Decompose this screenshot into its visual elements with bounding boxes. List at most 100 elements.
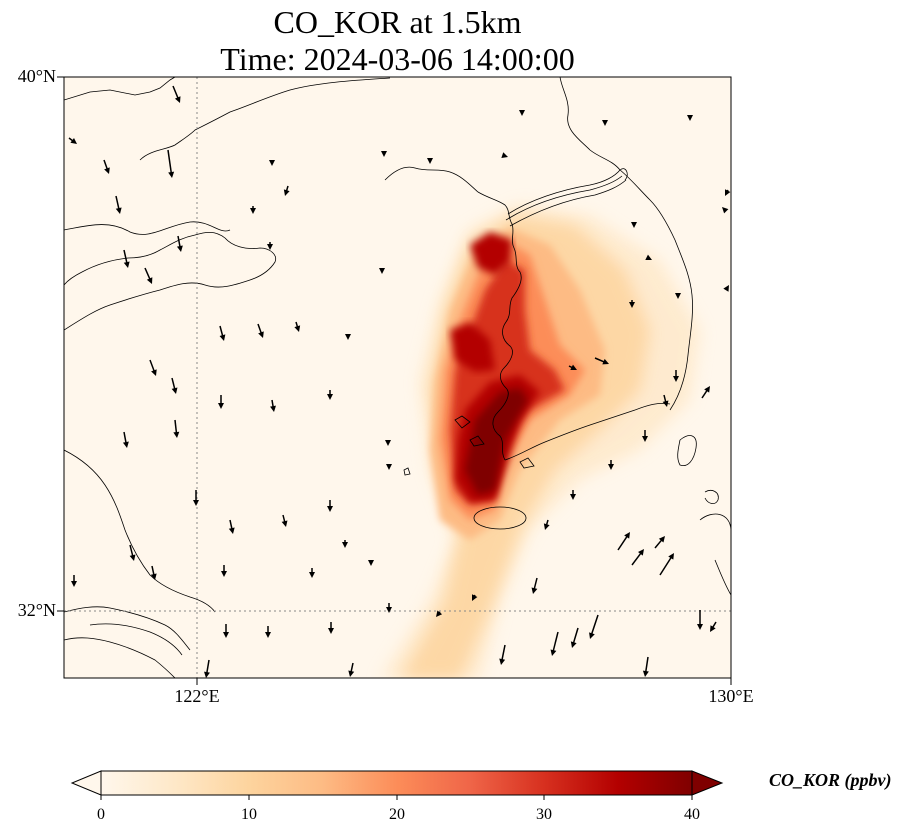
wind-vector-head — [501, 152, 508, 158]
wind-vector-shaft — [659, 555, 673, 576]
wind-vector-head — [221, 571, 227, 577]
wind-vector-head — [675, 293, 681, 299]
wind-vector-head — [193, 500, 199, 506]
wind-vector-head — [602, 120, 608, 126]
map-title-line2: Time: 2024-03-06 14:00:00 — [220, 41, 575, 77]
wind-vector-head — [427, 158, 433, 164]
wind-vector-head — [722, 207, 729, 214]
wind-vector-head — [658, 536, 665, 543]
wind-vector-shaft — [631, 551, 643, 566]
wind-vector-head — [673, 376, 679, 382]
wind-vector-head — [218, 403, 224, 409]
wind-vector-head — [129, 554, 136, 561]
wind-vector-head — [123, 261, 130, 268]
wind-vector-head — [71, 581, 77, 587]
wind-vector-head — [662, 400, 669, 407]
colorbar-tick-40: 40 — [684, 806, 700, 823]
wind-vector-shaft — [644, 656, 649, 674]
wind-vector-head — [283, 189, 290, 196]
colorbar-bar — [100, 770, 693, 796]
wind-vector-head — [104, 167, 110, 174]
wind-vector-head — [642, 436, 648, 442]
wind-vector-head — [386, 607, 392, 613]
map-title-line1: CO_KOR at 1.5km — [273, 4, 522, 40]
wind-vector-head — [269, 160, 275, 166]
wind-vector-shaft — [533, 577, 538, 591]
wind-vector-head — [386, 464, 392, 470]
wind-vector-head — [327, 506, 333, 512]
wind-vector-head — [624, 532, 630, 539]
lon-label-130: 130°E — [708, 686, 754, 706]
colorbar-tick-30: 30 — [536, 806, 552, 823]
colorbar-tick-20: 20 — [389, 806, 405, 823]
wind-vector-shaft — [123, 249, 128, 265]
wind-vector-shaft — [171, 377, 176, 391]
wind-vector-shaft — [205, 659, 210, 675]
wind-vector-head — [381, 151, 387, 157]
wind-vector-head — [629, 302, 635, 308]
wind-vector-shaft — [144, 267, 152, 281]
wind-vector-head — [531, 587, 538, 594]
wind-vector-shaft — [123, 431, 128, 445]
wind-vector-head — [223, 632, 229, 638]
wind-vector-head — [697, 624, 703, 630]
wind-vector-head — [250, 208, 256, 214]
colorbar-label: CO_KOR (ppbv) — [769, 770, 892, 790]
wind-vector-head — [171, 387, 178, 394]
wind-vector-head — [570, 641, 577, 648]
wind-vector-shaft — [149, 359, 156, 373]
wind-vector-head — [642, 670, 649, 677]
wind-vector-head — [309, 572, 315, 578]
wind-vector-head — [368, 560, 374, 566]
colorbar-tick-10: 10 — [241, 806, 257, 823]
wind-vector-head — [176, 245, 183, 252]
wind-vector-head — [146, 277, 153, 284]
wind-vector-shaft — [177, 235, 182, 249]
wind-vector-head — [645, 254, 652, 260]
wind-vector-head — [631, 222, 637, 228]
wind-vector-shaft — [129, 544, 134, 558]
wind-vector-head — [589, 632, 595, 639]
wind-vector-shaft — [617, 534, 629, 551]
wind-vector-head — [204, 671, 210, 678]
wind-vector-head — [725, 189, 731, 196]
wind-vector-shaft — [115, 195, 120, 211]
wind-vector-head — [173, 431, 180, 438]
wind-vector-head — [270, 405, 276, 412]
wind-vector-head — [265, 632, 271, 638]
wind-vector-shaft — [501, 644, 506, 662]
wind-vector-head — [543, 523, 550, 530]
wind-vector-head — [379, 268, 385, 274]
wind-vector-head — [348, 670, 355, 677]
wind-vector-head — [723, 285, 729, 292]
wind-vector-head — [267, 244, 273, 250]
wind-vector-head — [70, 138, 77, 144]
wind-vectors — [68, 85, 731, 678]
wind-vector-head — [151, 369, 157, 376]
wind-vector-head — [342, 542, 348, 548]
wind-vector-head — [704, 386, 710, 393]
wind-vector-head — [385, 440, 391, 446]
map-frame — [63, 76, 732, 679]
wind-vector-head — [345, 334, 351, 340]
wind-vector-head — [472, 594, 478, 601]
wind-vector-shaft — [590, 614, 599, 636]
wind-vector-head — [258, 331, 264, 338]
wind-vector-shaft — [572, 627, 579, 645]
wind-vector-head — [219, 334, 226, 341]
co-plume-field — [381, 205, 700, 678]
wind-vector-head — [602, 358, 609, 365]
wind-vector-head — [174, 96, 181, 103]
coastlines — [64, 77, 731, 678]
wind-vector-head — [150, 573, 157, 580]
colorbar-extend-max — [691, 770, 724, 796]
wind-vector-head — [281, 520, 288, 527]
lat-label-32: 32°N — [17, 600, 56, 620]
wind-vector-head — [668, 553, 674, 560]
wind-vector-head — [499, 658, 506, 665]
colorbar-tick-0: 0 — [97, 806, 105, 823]
wind-vector-head — [294, 325, 301, 332]
wind-vector-head — [687, 115, 693, 121]
colorbar-extend-min — [70, 770, 102, 796]
wind-vector-head — [327, 394, 333, 400]
